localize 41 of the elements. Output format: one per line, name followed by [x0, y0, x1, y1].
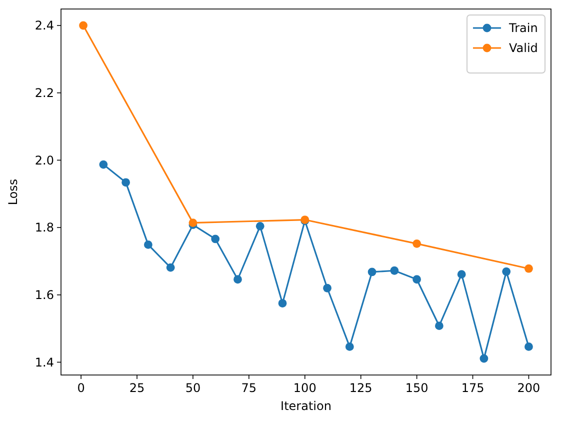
x-tick-label: 75	[241, 381, 257, 395]
x-tick-label: 0	[77, 381, 85, 395]
point	[188, 218, 198, 227]
y-tick-label: 2.4	[34, 18, 54, 33]
x-axis-title: Iteration	[280, 399, 332, 413]
y-tick-label: 1.4	[34, 355, 54, 370]
x-tick-label: 200	[517, 381, 540, 395]
point	[480, 354, 488, 363]
point	[524, 264, 533, 273]
point	[166, 263, 175, 272]
point	[278, 299, 287, 308]
point	[99, 160, 108, 169]
y-tick-label: 2.0	[34, 153, 54, 168]
y-tick-label: 2.2	[34, 86, 54, 100]
x-tick-label: 150	[405, 381, 428, 395]
x-tick-label: 100	[293, 381, 316, 395]
y-tick-label: 1.8	[34, 220, 54, 235]
point	[79, 21, 88, 30]
point	[412, 275, 422, 284]
point	[323, 284, 332, 292]
y-axis-title: Loss	[6, 178, 20, 206]
legend-label: Train	[508, 21, 538, 36]
point	[234, 275, 242, 284]
point	[368, 268, 376, 276]
x-tick-label: 175	[461, 381, 484, 395]
point	[144, 240, 152, 249]
point	[256, 222, 264, 230]
point	[434, 322, 444, 330]
point	[390, 266, 399, 275]
point	[412, 239, 422, 248]
point	[524, 342, 533, 351]
x-tick-label: 25	[129, 381, 145, 395]
point	[502, 267, 511, 276]
x-tick-label: 125	[349, 381, 372, 395]
point	[457, 270, 466, 279]
legend-label: Valid	[509, 41, 538, 56]
point	[211, 234, 220, 244]
y-tick-label: 1.6	[34, 288, 54, 302]
point	[345, 342, 354, 351]
point	[122, 178, 130, 187]
x-tick-label: 50	[185, 381, 201, 395]
